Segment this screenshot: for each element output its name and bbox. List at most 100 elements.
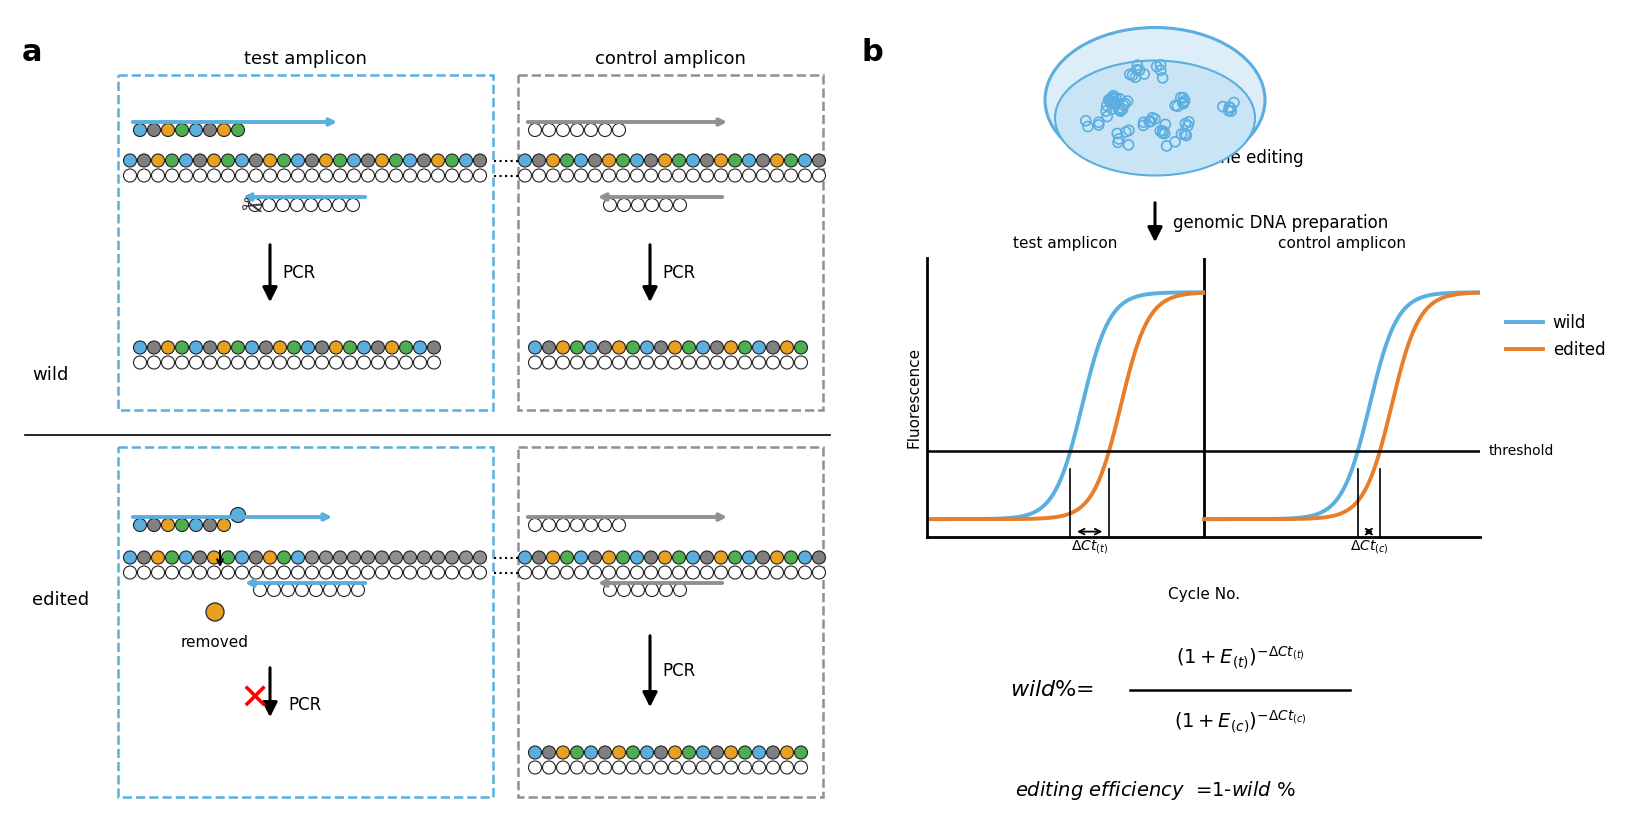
Circle shape bbox=[124, 169, 137, 182]
Circle shape bbox=[729, 551, 741, 564]
Text: edited: edited bbox=[31, 591, 89, 609]
Circle shape bbox=[556, 746, 569, 759]
Text: test amplicon: test amplicon bbox=[1013, 237, 1117, 252]
Circle shape bbox=[627, 746, 640, 759]
Circle shape bbox=[333, 566, 346, 579]
Circle shape bbox=[543, 746, 556, 759]
Circle shape bbox=[739, 746, 751, 759]
Circle shape bbox=[218, 518, 231, 531]
Circle shape bbox=[249, 551, 262, 564]
Circle shape bbox=[543, 518, 556, 531]
Text: b: b bbox=[861, 38, 884, 67]
Circle shape bbox=[361, 154, 375, 167]
Circle shape bbox=[711, 761, 723, 774]
Circle shape bbox=[124, 154, 137, 167]
Circle shape bbox=[376, 169, 388, 182]
Circle shape bbox=[361, 566, 375, 579]
Circle shape bbox=[203, 341, 216, 354]
Circle shape bbox=[320, 566, 333, 579]
Circle shape bbox=[231, 123, 244, 137]
Circle shape bbox=[574, 551, 587, 564]
Circle shape bbox=[203, 123, 216, 137]
Y-axis label: Fluorescence: Fluorescence bbox=[908, 347, 922, 448]
Circle shape bbox=[427, 341, 441, 354]
Circle shape bbox=[358, 341, 371, 354]
Circle shape bbox=[292, 566, 305, 579]
Circle shape bbox=[221, 154, 234, 167]
Circle shape bbox=[274, 341, 287, 354]
Circle shape bbox=[645, 566, 657, 579]
Circle shape bbox=[180, 169, 193, 182]
Circle shape bbox=[137, 154, 150, 167]
Circle shape bbox=[673, 154, 685, 167]
Circle shape bbox=[556, 341, 569, 354]
Circle shape bbox=[124, 566, 137, 579]
Circle shape bbox=[165, 566, 178, 579]
Circle shape bbox=[305, 551, 318, 564]
Circle shape bbox=[589, 551, 602, 564]
Circle shape bbox=[645, 583, 658, 596]
Text: genomic DNA preparation: genomic DNA preparation bbox=[1173, 214, 1388, 232]
Circle shape bbox=[780, 341, 794, 354]
Circle shape bbox=[236, 566, 249, 579]
Circle shape bbox=[264, 566, 277, 579]
Circle shape bbox=[724, 341, 738, 354]
Circle shape bbox=[137, 566, 150, 579]
Circle shape bbox=[208, 154, 221, 167]
Circle shape bbox=[795, 341, 807, 354]
Circle shape bbox=[696, 761, 710, 774]
Circle shape bbox=[660, 198, 673, 212]
Circle shape bbox=[627, 761, 640, 774]
Circle shape bbox=[376, 566, 388, 579]
Circle shape bbox=[632, 198, 645, 212]
Bar bbox=[119, 75, 493, 410]
Circle shape bbox=[218, 356, 231, 369]
Circle shape bbox=[561, 566, 574, 579]
Text: removed: removed bbox=[182, 635, 249, 650]
Bar bbox=[518, 75, 823, 410]
Circle shape bbox=[714, 551, 728, 564]
Text: $\Delta\mathit{Ct}_{(c)}$: $\Delta\mathit{Ct}_{(c)}$ bbox=[1350, 538, 1388, 556]
Circle shape bbox=[784, 169, 797, 182]
Text: PCR: PCR bbox=[662, 662, 695, 681]
Text: control amplicon: control amplicon bbox=[1277, 237, 1406, 252]
Circle shape bbox=[799, 566, 812, 579]
Circle shape bbox=[617, 154, 630, 167]
Circle shape bbox=[333, 154, 346, 167]
Circle shape bbox=[640, 341, 653, 354]
Circle shape bbox=[399, 356, 412, 369]
Text: getPCR: getPCR bbox=[1173, 279, 1234, 297]
Circle shape bbox=[571, 518, 584, 531]
Circle shape bbox=[417, 169, 431, 182]
Circle shape bbox=[571, 761, 584, 774]
Circle shape bbox=[742, 169, 756, 182]
Circle shape bbox=[264, 169, 277, 182]
Circle shape bbox=[274, 356, 287, 369]
Circle shape bbox=[543, 761, 556, 774]
Circle shape bbox=[330, 341, 343, 354]
Circle shape bbox=[739, 761, 751, 774]
Circle shape bbox=[277, 551, 290, 564]
Circle shape bbox=[543, 356, 556, 369]
Circle shape bbox=[673, 198, 686, 212]
Circle shape bbox=[640, 356, 653, 369]
Circle shape bbox=[292, 551, 305, 564]
Circle shape bbox=[432, 566, 444, 579]
Ellipse shape bbox=[1044, 27, 1266, 172]
Circle shape bbox=[330, 356, 343, 369]
Circle shape bbox=[134, 341, 147, 354]
Circle shape bbox=[584, 518, 597, 531]
Circle shape bbox=[249, 198, 261, 212]
Circle shape bbox=[701, 169, 713, 182]
Circle shape bbox=[310, 583, 322, 596]
Circle shape bbox=[162, 123, 175, 137]
Circle shape bbox=[599, 761, 612, 774]
Circle shape bbox=[292, 169, 305, 182]
Circle shape bbox=[795, 761, 807, 774]
Circle shape bbox=[124, 551, 137, 564]
Circle shape bbox=[612, 341, 625, 354]
Circle shape bbox=[528, 123, 541, 137]
Circle shape bbox=[771, 154, 784, 167]
Circle shape bbox=[175, 518, 188, 531]
Circle shape bbox=[315, 341, 328, 354]
